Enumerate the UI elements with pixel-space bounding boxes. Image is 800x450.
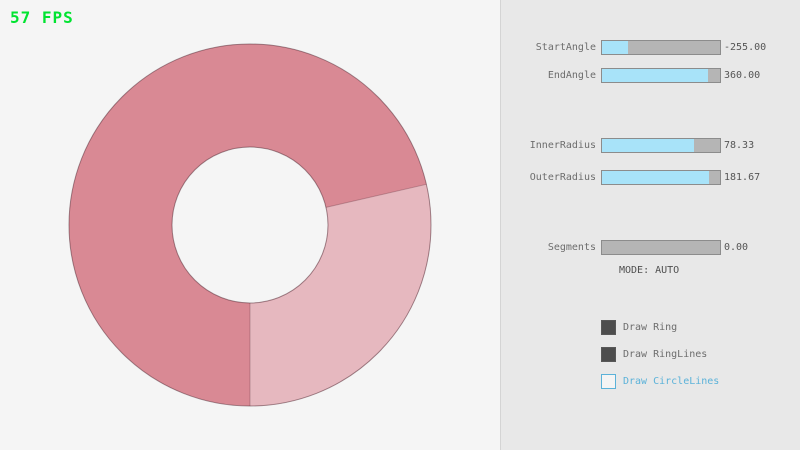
control-panel: StartAngle -255.00 EndAngle 360.00 Inner… (500, 0, 800, 450)
ring-boundary-right (325, 183, 427, 208)
ring-sector-light (250, 184, 432, 407)
outer-radius-slider-fill (602, 171, 710, 184)
checkbox-row-draw-ringlines[interactable]: Draw RingLines (601, 347, 791, 363)
inner-radius-value: 78.33 (724, 140, 755, 151)
segments-slider[interactable] (601, 240, 721, 255)
fps-counter: 57 FPS (10, 8, 74, 27)
start-angle-slider-fill (602, 41, 628, 54)
outer-radius-row: OuterRadius 181.67 (501, 170, 800, 185)
checkbox-row-draw-circlelines[interactable]: Draw CircleLines (601, 374, 791, 390)
segments-label: Segments (547, 242, 596, 253)
outer-radius-value: 181.67 (724, 172, 761, 183)
end-angle-value: 360.00 (724, 70, 761, 81)
outer-radius-slider[interactable] (601, 170, 721, 185)
draw-ring-checkbox[interactable] (601, 320, 616, 335)
start-angle-label: StartAngle (535, 42, 596, 53)
segments-row: Segments 0.00 (501, 240, 800, 255)
canvas-area: 57 FPS (10, 8, 432, 407)
segments-mode-text: MODE: AUTO (619, 265, 680, 276)
inner-radius-label: InnerRadius (529, 140, 596, 151)
draw-circlelines-checkbox[interactable] (601, 374, 616, 389)
end-angle-row: EndAngle 360.00 (501, 68, 800, 83)
end-angle-slider-fill (602, 69, 709, 82)
draw-ringlines-checkbox[interactable] (601, 347, 616, 362)
inner-radius-slider[interactable] (601, 138, 721, 153)
start-angle-value: -255.00 (724, 42, 767, 53)
ring-outline-outer (68, 43, 432, 407)
inner-radius-slider-fill (602, 139, 695, 152)
start-angle-slider[interactable] (601, 40, 721, 55)
draw-circlelines-label: Draw CircleLines (623, 376, 720, 387)
checkbox-row-draw-ring[interactable]: Draw Ring (601, 320, 791, 336)
ring-drawing (68, 43, 432, 407)
inner-radius-row: InnerRadius 78.33 (501, 138, 800, 153)
start-angle-row: StartAngle -255.00 (501, 40, 800, 55)
segments-value: 0.00 (724, 242, 749, 253)
draw-ring-label: Draw Ring (623, 322, 678, 333)
outer-radius-label: OuterRadius (529, 172, 596, 183)
end-angle-label: EndAngle (547, 70, 596, 81)
draw-ringlines-label: Draw RingLines (623, 349, 708, 360)
ring-outline-inner (171, 146, 329, 304)
end-angle-slider[interactable] (601, 68, 721, 83)
